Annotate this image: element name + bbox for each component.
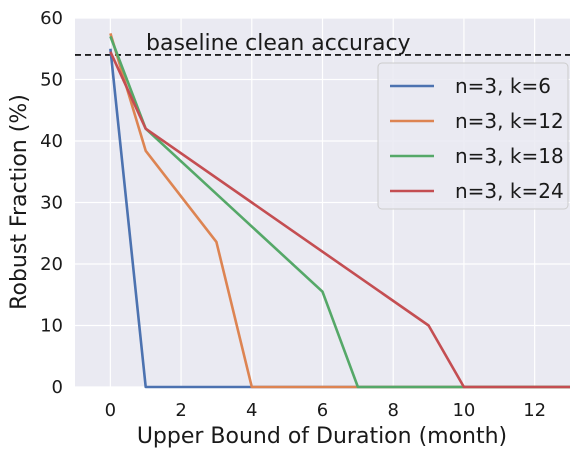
y-axis-label: Robust Fraction (%) (7, 94, 32, 310)
baseline-label: baseline clean accuracy (146, 31, 411, 56)
x-tick-label: 6 (317, 400, 328, 421)
legend-label: n=3, k=18 (455, 144, 564, 168)
y-tick-label: 40 (40, 131, 63, 152)
y-tick-label: 0 (52, 377, 63, 398)
legend-label: n=3, k=24 (455, 179, 564, 203)
series-line-4 (109, 51, 570, 389)
x-tick-label: 4 (246, 400, 257, 421)
legend-label: n=3, k=6 (455, 74, 551, 98)
y-tick-label: 10 (40, 316, 63, 337)
y-tick-label: 60 (40, 8, 63, 29)
x-tick-labels: 0 2 4 6 8 10 12 (105, 400, 546, 421)
y-tick-label: 50 (40, 70, 63, 91)
legend-box (377, 62, 569, 210)
legend: n=3, k=6 n=3, k=12 n=3, k=18 n=3, k=24 (377, 62, 569, 210)
legend-label: n=3, k=12 (455, 109, 564, 133)
x-tick-label: 10 (452, 400, 475, 421)
baseline-group: baseline clean accuracy (75, 31, 570, 56)
x-tick-label: 2 (175, 400, 186, 421)
x-tick-label: 8 (387, 400, 398, 421)
x-axis-label: Upper Bound of Duration (month) (137, 424, 507, 449)
y-tick-label: 30 (40, 193, 63, 214)
y-tick-labels: 0 10 20 30 40 50 60 (40, 8, 63, 398)
y-tick-label: 20 (40, 254, 63, 275)
x-tick-label: 12 (523, 400, 546, 421)
x-tick-label: 0 (105, 400, 116, 421)
series-line-3 (109, 35, 570, 389)
series-lines (109, 33, 570, 389)
